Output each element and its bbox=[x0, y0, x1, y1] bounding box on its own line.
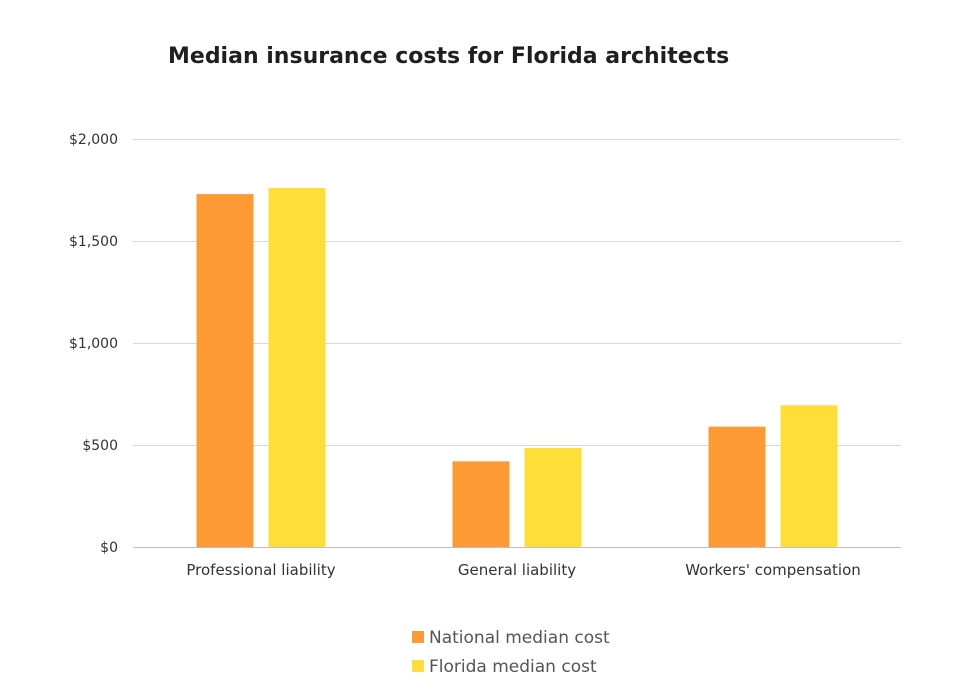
bar-national-2 bbox=[708, 426, 766, 547]
chart-title: Median insurance costs for Florida archi… bbox=[168, 44, 729, 69]
legend: National median cost Florida median cost bbox=[412, 628, 610, 677]
x-category-label: Workers' compensation bbox=[685, 561, 861, 579]
grid-layer bbox=[133, 139, 901, 548]
y-tick-label: $2,000 bbox=[69, 132, 118, 148]
bars bbox=[196, 187, 838, 547]
legend-swatch-florida bbox=[412, 660, 424, 672]
legend-label-florida: Florida median cost bbox=[429, 657, 597, 677]
legend-label-national: National median cost bbox=[429, 628, 610, 648]
bar-national-0 bbox=[196, 194, 254, 547]
bar-national-1 bbox=[452, 461, 510, 547]
legend-swatch-national bbox=[412, 631, 424, 643]
y-tick-label: $500 bbox=[82, 438, 118, 454]
x-axis-categories: Professional liability General liability W… bbox=[186, 561, 860, 579]
y-tick-label: $0 bbox=[100, 540, 118, 556]
x-category-label: General liability bbox=[458, 561, 576, 579]
y-tick-label: $1,000 bbox=[69, 336, 118, 352]
bar-florida-1 bbox=[524, 448, 582, 547]
y-tick-label: $1,500 bbox=[69, 234, 118, 250]
x-category-label: Professional liability bbox=[186, 561, 335, 579]
y-axis-ticks: $0 $500 $1,000 $1,500 $2,000 bbox=[69, 132, 118, 556]
bar-florida-0 bbox=[268, 187, 326, 547]
bar-florida-2 bbox=[780, 405, 838, 547]
